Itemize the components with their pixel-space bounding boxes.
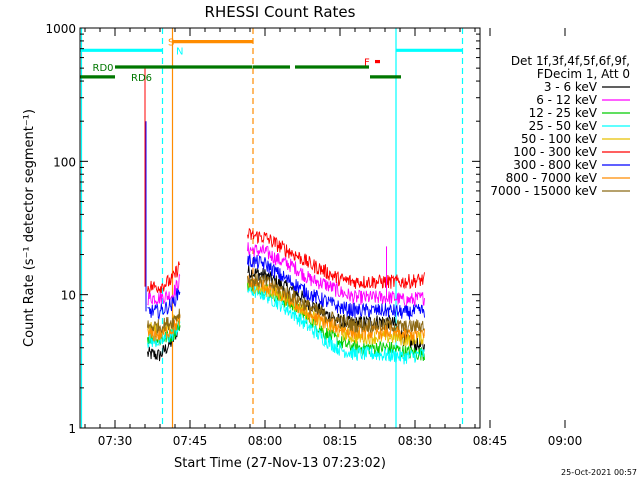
series-100-300-kev-seg0 xyxy=(147,261,181,295)
footer-timestamp: 25-Oct-2021 00:57 xyxy=(561,468,637,477)
legend-label-300-800-kev: 300 - 800 keV xyxy=(513,158,597,172)
series-300-800-kev-seg1 xyxy=(247,253,425,320)
series-300-800-kev-seg0 xyxy=(147,288,181,320)
x-tick-label: 08:15 xyxy=(323,434,358,448)
flag-flare-label: F xyxy=(364,58,370,69)
series-100-300-kev-seg1 xyxy=(247,227,425,290)
series-layer xyxy=(144,68,425,365)
x-tick-label: 07:30 xyxy=(98,434,133,448)
series-25-50-kev-seg1 xyxy=(247,283,425,365)
y-tick-label: 1000 xyxy=(45,22,76,36)
legend-label-6-12-kev: 6 - 12 keV xyxy=(536,93,598,107)
chart-title: RHESSI Count Rates xyxy=(205,3,356,21)
legend-header-line-1: Det 1f,3f,4f,5f,6f,9f, xyxy=(511,54,630,68)
legend-label-3-6-kev: 3 - 6 keV xyxy=(544,80,598,94)
flag-rd6-label: RD6 xyxy=(131,73,152,84)
legend-label-7000-15000-kev: 7000 - 15000 keV xyxy=(490,184,597,198)
y-tick-label: 100 xyxy=(53,155,76,169)
legend-label-50-100-kev: 50 - 100 keV xyxy=(521,132,598,146)
y-tick-label: 1 xyxy=(68,422,76,436)
legend-header-line-2: FDecim 1, Att 0 xyxy=(537,67,630,81)
series-800-7000-kev-seg1 xyxy=(247,274,425,341)
series-12-25-kev-seg1 xyxy=(247,279,425,362)
plot-frame xyxy=(79,27,481,429)
x-tick-label: 08:00 xyxy=(248,434,283,448)
flags-layer: SN RD0 RD6 F xyxy=(80,38,463,84)
flag-saa-label: S xyxy=(168,38,174,49)
legend-label-100-300-kev: 100 - 300 keV xyxy=(513,145,597,159)
flag-night-label: N xyxy=(176,46,183,57)
flag-rd0-label: RD0 xyxy=(93,63,114,74)
x-tick-label: 08:45 xyxy=(473,434,508,448)
series-800-7000-kev-seg0 xyxy=(147,313,181,342)
legend-label-12-25-kev: 12 - 25 keV xyxy=(529,106,598,120)
series-6-12-kev-seg1 xyxy=(247,242,425,308)
legend-label-800-7000-kev: 800 - 7000 keV xyxy=(506,171,598,185)
series-6-12-kev-seg0 xyxy=(147,273,181,306)
axes-layer: 07:30 07:45 08:00 08:15 08:30 08:45 09:00 1 10 10… xyxy=(45,22,582,448)
x-tick-label: 09:00 xyxy=(548,434,583,448)
series-7000-15000-kev-seg1 xyxy=(247,273,425,334)
series-7000-15000-kev-seg0 xyxy=(147,308,181,335)
x-axis-label: Start Time (27-Nov-13 07:23:02) xyxy=(174,456,386,471)
vlines-layer xyxy=(80,28,464,428)
legend-label-25-50-kev: 25 - 50 keV xyxy=(529,119,598,133)
y-tick-label: 10 xyxy=(61,289,76,303)
x-tick-label: 08:30 xyxy=(398,434,433,448)
x-tick-label: 07:45 xyxy=(173,434,208,448)
legend: Det 1f,3f,4f,5f,6f,9f, FDecim 1, Att 0 3… xyxy=(490,54,630,198)
y-axis-label: Count Rate (s⁻¹ detector segment⁻¹) xyxy=(22,109,37,347)
